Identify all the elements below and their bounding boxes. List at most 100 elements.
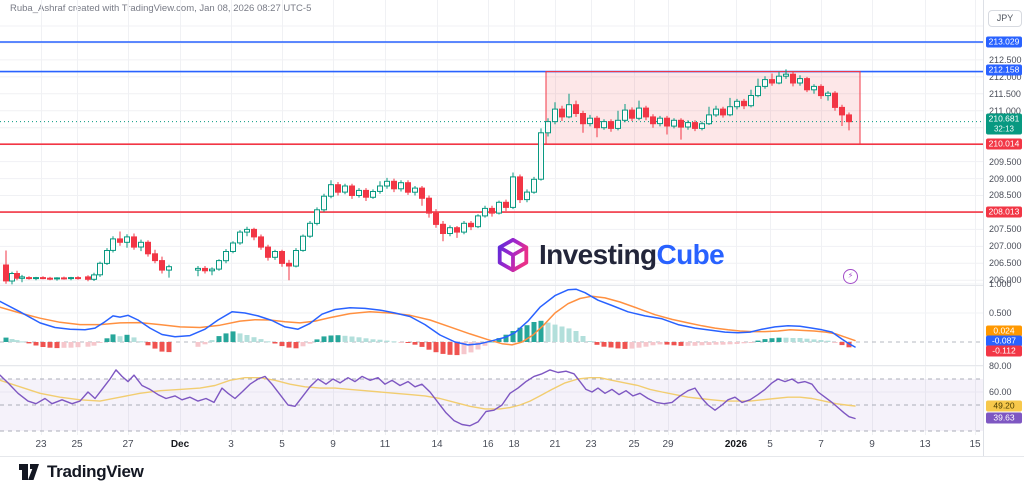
macd-histogram-bar bbox=[68, 342, 74, 348]
candle-body bbox=[755, 85, 761, 97]
pane-separator-rsi[interactable] bbox=[0, 365, 1024, 366]
candle-body bbox=[85, 276, 91, 280]
macd-histogram-bar bbox=[384, 340, 390, 342]
macd-histogram-bar bbox=[349, 336, 355, 342]
candle-body bbox=[573, 104, 579, 114]
candle-body bbox=[370, 191, 376, 198]
macd-histogram-bar bbox=[447, 342, 453, 355]
macd-histogram-bar bbox=[377, 339, 383, 342]
price-axis[interactable]: JPY 212.500 212.000 211.500 211.000 209.500 2… bbox=[983, 0, 1024, 456]
time-axis-label: 27 bbox=[122, 439, 134, 450]
macd-histogram-bar bbox=[117, 336, 123, 342]
watermark-text-cube: Cube bbox=[656, 239, 725, 270]
macd-histogram-bar bbox=[9, 339, 15, 342]
macd-histogram-bar bbox=[573, 331, 579, 342]
candle-body bbox=[587, 117, 593, 125]
price-axis-tick: 212.000 bbox=[989, 72, 1022, 82]
time-axis-label: 25 bbox=[628, 439, 640, 450]
candle-body bbox=[391, 180, 397, 190]
macd-histogram-bar bbox=[762, 339, 768, 342]
candle-body bbox=[377, 185, 383, 192]
macd-histogram-bar bbox=[61, 342, 67, 348]
candle-body bbox=[489, 207, 495, 214]
macd-histogram-bar bbox=[608, 342, 614, 348]
macd-histogram-bar bbox=[286, 342, 292, 348]
price-axis-tick: 206.000 bbox=[989, 275, 1022, 285]
candle-body bbox=[776, 75, 782, 84]
macd-histogram-bar bbox=[202, 342, 208, 345]
candle-body bbox=[131, 236, 137, 248]
candle-body bbox=[454, 227, 460, 233]
macd-histogram-bar bbox=[545, 322, 551, 342]
macd-histogram-bar bbox=[524, 325, 530, 342]
currency-unit-chip[interactable]: JPY bbox=[988, 10, 1022, 27]
candle-body bbox=[110, 238, 116, 251]
macd-histogram-bar bbox=[559, 326, 565, 342]
macd-histogram-bar bbox=[91, 342, 97, 346]
price-axis-tick: 207.500 bbox=[989, 224, 1022, 234]
candle-body bbox=[706, 114, 712, 125]
watermark: InvestingCube bbox=[494, 235, 725, 275]
candle-body bbox=[300, 235, 306, 251]
pane-separator-macd[interactable] bbox=[0, 285, 1024, 286]
price-axis-tick: 209.000 bbox=[989, 174, 1022, 184]
tradingview-logo-icon bbox=[19, 464, 39, 480]
macd-histogram-bar bbox=[664, 342, 670, 345]
macd-histogram-bar bbox=[19, 341, 25, 343]
macd-histogram-bar bbox=[131, 337, 137, 342]
candle-body bbox=[510, 176, 516, 208]
lightning-marker[interactable]: ⚡ bbox=[843, 269, 858, 284]
candle-body bbox=[769, 79, 775, 84]
price-badge: 208.013 bbox=[986, 206, 1022, 218]
candle-body bbox=[461, 222, 467, 233]
lightning-icon: ⚡ bbox=[847, 271, 854, 280]
macd-histogram-bar bbox=[279, 342, 285, 347]
macd-histogram-bar bbox=[538, 320, 544, 342]
macd-histogram-bar bbox=[839, 342, 845, 346]
candle-body bbox=[279, 251, 285, 264]
macd-histogram-bar bbox=[412, 342, 418, 345]
price-badge: 210.681 32:13 bbox=[986, 113, 1022, 135]
investingcube-logo-icon bbox=[497, 237, 529, 273]
macd-histogram-bar bbox=[517, 327, 523, 342]
price-axis-tick: 206.500 bbox=[989, 258, 1022, 268]
macd-histogram-bar bbox=[797, 338, 803, 342]
macd-histogram-bar bbox=[783, 337, 789, 342]
macd-histogram-bar bbox=[699, 342, 705, 346]
candle-body bbox=[342, 185, 348, 193]
macd-histogram-bar bbox=[510, 331, 516, 342]
chart-canvas[interactable] bbox=[0, 0, 983, 456]
macd-histogram-bar bbox=[671, 342, 677, 346]
time-axis-label: 29 bbox=[662, 439, 674, 450]
candle-body bbox=[68, 277, 74, 280]
candle-body bbox=[692, 122, 698, 129]
time-axis-label: 5 bbox=[767, 439, 773, 450]
macd-histogram-bar bbox=[650, 342, 656, 346]
macd-histogram-bar bbox=[300, 342, 306, 347]
macd-histogram-bar bbox=[440, 342, 446, 354]
macd-histogram-bar bbox=[755, 340, 761, 342]
macd-histogram-bar bbox=[818, 340, 824, 342]
supply-zone-rectangle bbox=[545, 71, 861, 145]
macd-histogram-bar bbox=[496, 338, 502, 342]
candle-body bbox=[363, 189, 369, 198]
macd-histogram-bar bbox=[166, 342, 172, 353]
time-axis[interactable]: 23 25 27 Dec 3 5 9 11 14 16 18 21 23 25 29 2026 5 7 9 13 15 bbox=[0, 436, 983, 456]
macd-histogram-bar bbox=[97, 342, 103, 343]
price-badge: -0.112 bbox=[986, 345, 1022, 357]
price-axis-tick: 212.500 bbox=[989, 55, 1022, 65]
candle-body bbox=[202, 267, 208, 272]
candle-body bbox=[384, 180, 390, 187]
candle-body bbox=[734, 100, 740, 108]
macd-histogram-bar bbox=[531, 322, 537, 342]
macd-histogram-bar bbox=[195, 342, 201, 347]
candle-body bbox=[657, 117, 663, 125]
macd-histogram-bar bbox=[713, 342, 719, 345]
macd-histogram-bar bbox=[145, 342, 151, 346]
footer-separator bbox=[0, 456, 1024, 457]
candle-body bbox=[124, 236, 130, 243]
candle-body bbox=[762, 79, 768, 87]
tradingview-logo-link[interactable]: TradingView bbox=[18, 462, 144, 482]
candle-body bbox=[468, 222, 474, 228]
macd-histogram-bar bbox=[587, 341, 593, 342]
